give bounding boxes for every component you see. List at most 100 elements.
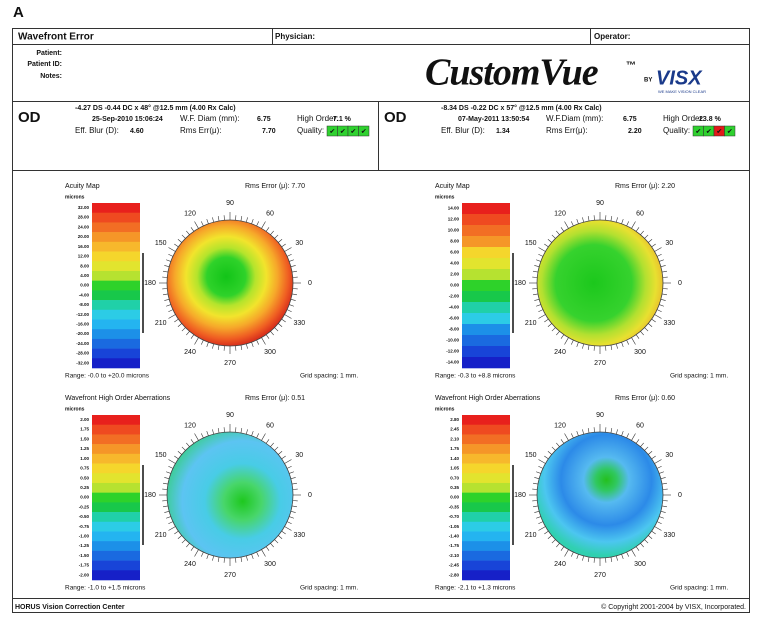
- scale-swatch: [92, 570, 140, 581]
- scale-label: 0.70: [450, 475, 459, 480]
- angle-label: 30: [295, 240, 303, 247]
- ring-tick: [544, 243, 549, 248]
- ring-tick: [659, 516, 665, 519]
- scale-label: 1.50: [80, 436, 89, 441]
- ring-tick: [644, 234, 649, 239]
- ring-tick: [616, 429, 618, 435]
- map-grid: Grid spacing: 1 mm.: [670, 585, 728, 592]
- wf-diam-label: W.F. Diam (mm):: [180, 114, 240, 123]
- scale-label: 8.00: [80, 263, 89, 268]
- ring-tick: [181, 327, 186, 332]
- ring-tick: [164, 265, 170, 267]
- scale-swatch: [92, 329, 140, 340]
- ring-tick: [631, 337, 636, 345]
- report-title: Wavefront Error: [18, 32, 94, 43]
- angle-label: 180: [514, 492, 526, 499]
- scale-swatch: [92, 338, 140, 349]
- ring-tick: [661, 482, 668, 485]
- ring-tick: [660, 511, 666, 513]
- ring-tick: [200, 433, 204, 439]
- ring-tick: [206, 218, 209, 224]
- ring-tick: [564, 549, 569, 557]
- scale-swatch: [462, 521, 510, 532]
- ring-tick: [656, 253, 662, 257]
- quality-mark: ✔: [340, 128, 346, 135]
- ring-tick: [186, 543, 190, 548]
- ring-tick: [168, 309, 174, 313]
- ring-tick: [194, 549, 199, 557]
- rms: 7.70: [262, 128, 276, 135]
- ring-tick: [256, 339, 260, 345]
- scale-swatch: [462, 444, 510, 455]
- ring-tick: [587, 556, 590, 563]
- ring-tick: [190, 227, 195, 232]
- angle-label: 30: [665, 452, 673, 459]
- ring-tick: [174, 455, 179, 460]
- scale-swatch: [462, 415, 510, 426]
- ring-tick: [661, 270, 668, 273]
- ring-tick: [281, 243, 286, 248]
- ring-tick: [535, 259, 541, 262]
- scale-label: -16.00: [76, 322, 89, 327]
- patient-label: Patient:: [36, 50, 62, 57]
- ring-tick: [284, 314, 292, 319]
- scale-swatch: [92, 444, 140, 455]
- scale-swatch: [92, 453, 140, 464]
- quality-mark: ✔: [695, 128, 701, 135]
- rms: 2.20: [628, 128, 642, 135]
- scale-label: -1.75: [449, 543, 460, 548]
- ring-tick: [212, 217, 214, 223]
- ring-tick: [610, 344, 613, 351]
- scale-swatch: [462, 335, 510, 347]
- scale-label: -0.70: [449, 514, 460, 519]
- ring-tick: [582, 555, 584, 561]
- angle-label: 60: [636, 211, 644, 218]
- ring-tick: [270, 543, 274, 548]
- ring-tick: [587, 427, 590, 434]
- ring-tick: [162, 293, 169, 296]
- ring-tick: [564, 433, 569, 441]
- scale-swatch: [462, 280, 510, 292]
- scale-label: -6.00: [449, 316, 460, 321]
- map-title: Acuity Map: [435, 183, 470, 190]
- ring-tick: [265, 227, 270, 232]
- ring-tick: [194, 433, 199, 441]
- scale-swatch: [462, 324, 510, 336]
- scale-swatch: [462, 482, 510, 493]
- scale-swatch: [462, 492, 510, 503]
- ring-tick: [547, 239, 552, 243]
- ring-tick: [610, 556, 613, 563]
- footer-right: © Copyright 2001-2004 by VISX, Incorpora…: [601, 603, 746, 611]
- ring-tick: [538, 253, 544, 257]
- high-order: 7.1 %: [333, 116, 352, 123]
- scale-swatch: [462, 541, 510, 552]
- scale-swatch: [92, 348, 140, 359]
- ring-tick: [278, 451, 283, 455]
- blur-label: Eff. Blur (D):: [441, 126, 485, 135]
- scale-label: 1.40: [450, 456, 459, 461]
- map-rms: Rms Error (μ): 0.60: [615, 395, 675, 402]
- ring-tick: [621, 218, 624, 224]
- ring-tick: [570, 433, 574, 439]
- ring-tick: [168, 459, 176, 464]
- ring-tick: [278, 535, 283, 539]
- ring-tick: [551, 539, 556, 544]
- logo-brand: VISX: [656, 67, 703, 89]
- quality-cell: [358, 125, 370, 137]
- map-rms: Rms Error (μ): 7.70: [245, 183, 305, 190]
- scale-swatch: [462, 346, 510, 358]
- ring-tick: [644, 327, 649, 332]
- ring-tick: [534, 265, 540, 267]
- ring-tick: [631, 433, 636, 441]
- ring-tick: [610, 215, 613, 222]
- ring-tick: [206, 342, 209, 348]
- ring-tick: [190, 334, 195, 339]
- ring-tick: [570, 339, 574, 345]
- ring-tick: [626, 339, 630, 345]
- angle-label: 330: [663, 320, 675, 327]
- ring-tick: [286, 521, 292, 525]
- ring-tick: [240, 344, 243, 351]
- ring-tick: [535, 304, 541, 307]
- angle-label: 330: [663, 532, 675, 539]
- ring-tick: [165, 304, 171, 307]
